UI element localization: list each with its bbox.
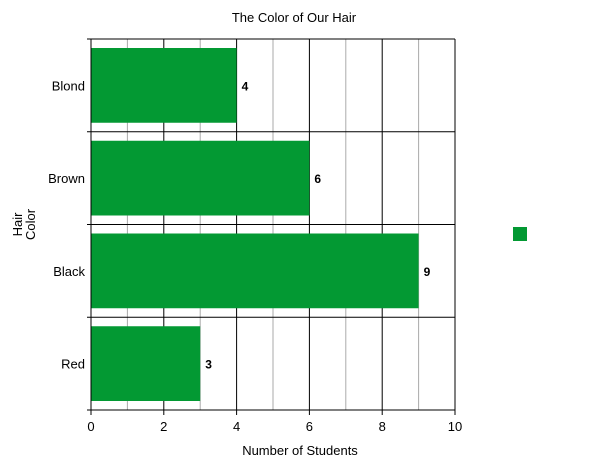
axis-layer: Blond 4 Brown 6 Black 9 Red 3 0 2 4 6 8 10 (48, 39, 462, 434)
data-label-brown: 6 (314, 172, 321, 186)
x-tick-label: 6 (306, 419, 313, 434)
category-label-blond: Blond (52, 78, 85, 93)
bar-blond (91, 48, 237, 123)
x-tick-label: 0 (87, 419, 94, 434)
data-label-black: 9 (424, 265, 431, 279)
category-label-black: Black (53, 264, 85, 279)
category-label-brown: Brown (48, 171, 85, 186)
x-axis-label: Number of Students (242, 443, 358, 458)
legend-swatch (513, 227, 527, 241)
bars-layer (91, 48, 419, 401)
grid-layer (87, 38, 456, 411)
x-tick-label: 10 (448, 419, 462, 434)
bar-black (91, 233, 419, 309)
data-label-blond: 4 (242, 79, 249, 93)
x-tick-label: 2 (160, 419, 167, 434)
x-tick-label: 8 (379, 419, 386, 434)
y-axis-label: HairColor (10, 208, 38, 240)
x-tick-label: 4 (233, 419, 240, 434)
bar-brown (91, 140, 310, 216)
data-label-red: 3 (205, 358, 212, 372)
y-axis-label-line: Color (23, 208, 38, 240)
chart-title: The Color of Our Hair (232, 10, 357, 25)
y-axis-label-line: Hair (10, 212, 25, 237)
bar-red (91, 326, 201, 401)
category-label-red: Red (61, 357, 85, 372)
